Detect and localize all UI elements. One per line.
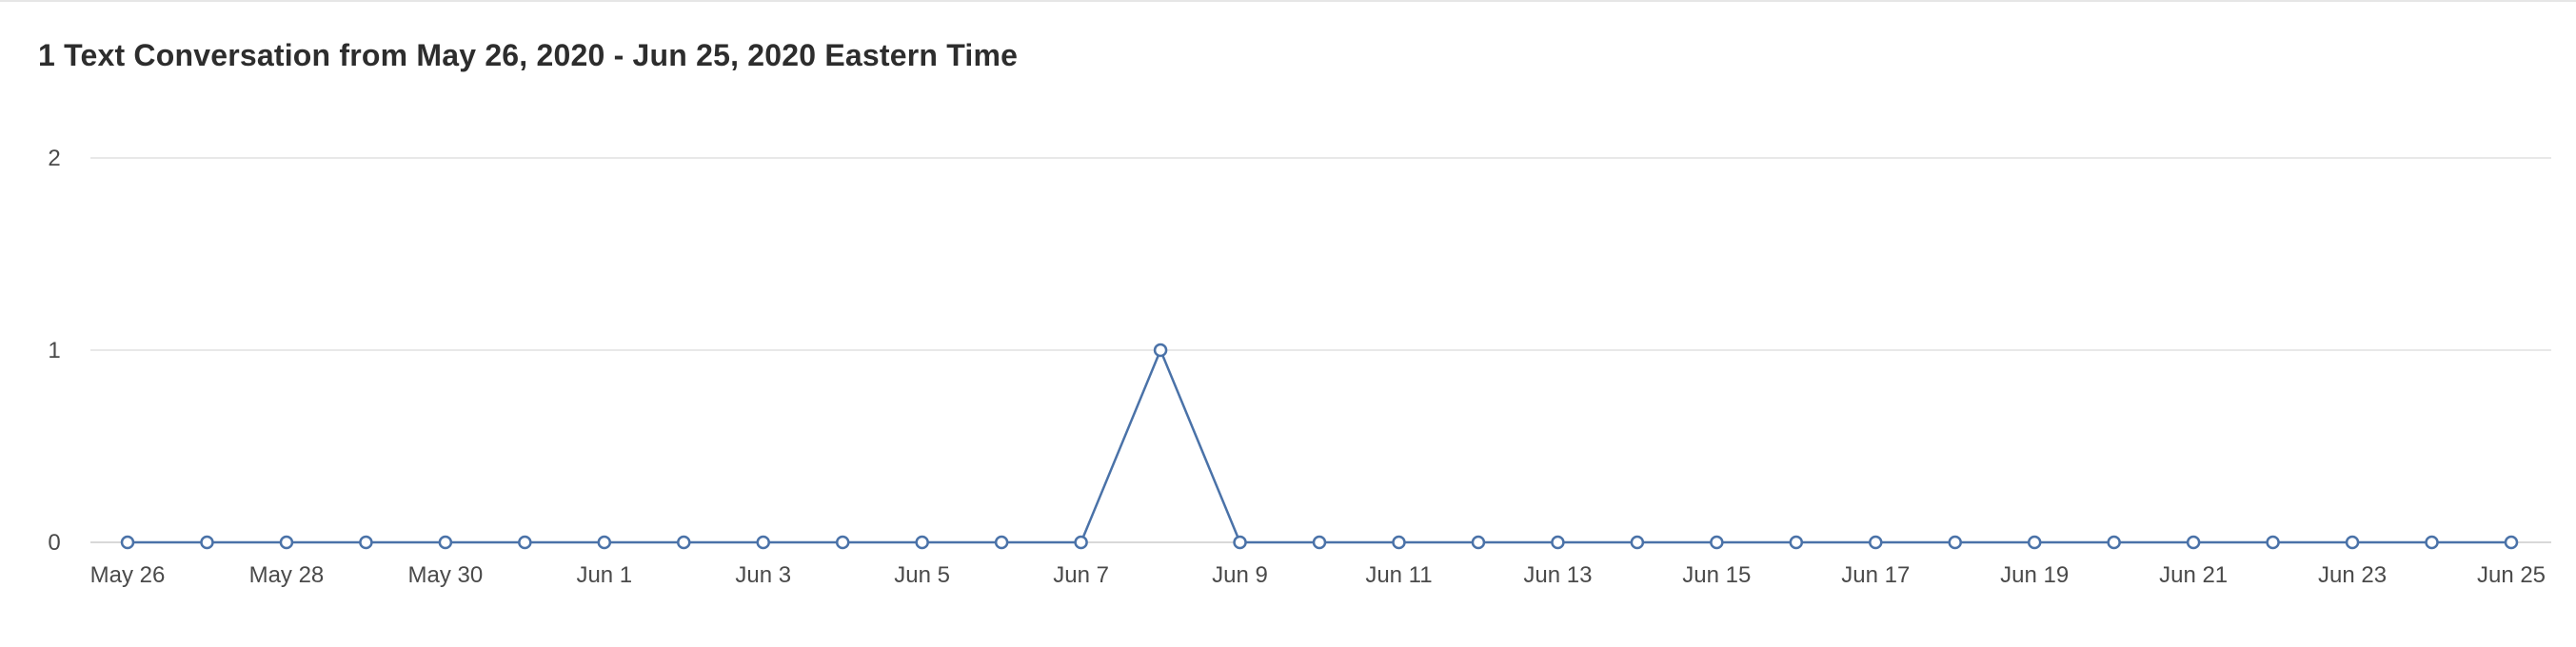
data-point xyxy=(1312,535,1327,550)
data-point xyxy=(2425,535,2439,550)
grid-lines xyxy=(90,157,2551,543)
data-point xyxy=(1710,535,1724,550)
data-point xyxy=(120,535,135,550)
x-tick-label: Jun 1 xyxy=(576,562,632,588)
x-tick-label: May 26 xyxy=(90,562,166,588)
data-point xyxy=(1074,535,1088,550)
y-tick-label: 1 xyxy=(48,338,60,363)
data-point xyxy=(756,535,770,550)
x-tick-label: Jun 21 xyxy=(2159,562,2228,588)
x-axis-ticks: May 26 May 28 May 30 Jun 1 Jun 3 Jun 5 Jun 7 Ju… xyxy=(90,562,2546,588)
series-line xyxy=(128,348,2511,544)
data-point xyxy=(1789,535,1804,550)
y-tick-label: 2 xyxy=(48,146,60,171)
x-tick-label: Jun 13 xyxy=(1523,562,1592,588)
data-point xyxy=(2107,535,2121,550)
chart-title: 1 Text Conversation from May 26, 2020 - … xyxy=(38,38,1019,72)
data-point xyxy=(1392,535,1406,550)
data-point xyxy=(597,535,612,550)
x-tick-label: Jun 7 xyxy=(1053,562,1109,588)
data-point xyxy=(1948,535,1962,550)
series xyxy=(120,343,2519,550)
y-axis-ticks: 0 1 2 xyxy=(48,146,60,556)
data-point xyxy=(1551,535,1565,550)
data-point xyxy=(1233,535,1247,550)
x-tick-label: Jun 5 xyxy=(894,562,950,588)
x-tick-label: Jun 17 xyxy=(1841,562,1910,588)
data-point xyxy=(677,535,691,550)
data-point xyxy=(279,535,294,550)
x-tick-label: Jun 3 xyxy=(735,562,791,588)
data-point xyxy=(200,535,214,550)
data-point xyxy=(2027,535,2042,550)
data-point xyxy=(915,535,929,550)
x-tick-label: Jun 23 xyxy=(2318,562,2387,588)
top-divider xyxy=(0,0,2576,2)
data-point xyxy=(2345,535,2360,550)
data-point xyxy=(359,535,373,550)
y-tick-label: 0 xyxy=(48,530,60,556)
data-point xyxy=(438,535,453,550)
x-tick-label: Jun 19 xyxy=(2000,562,2069,588)
data-point xyxy=(1869,535,1883,550)
data-point xyxy=(1471,535,1486,550)
x-tick-label: May 28 xyxy=(249,562,325,588)
x-tick-label: Jun 15 xyxy=(1682,562,1751,588)
data-point xyxy=(835,535,850,550)
data-point xyxy=(1153,343,1168,358)
data-point xyxy=(2266,535,2280,550)
data-point xyxy=(1630,535,1645,550)
data-point xyxy=(2186,535,2201,550)
data-point xyxy=(518,535,532,550)
data-point xyxy=(994,535,1009,550)
x-tick-label: Jun 11 xyxy=(1365,562,1432,588)
data-point xyxy=(2504,535,2519,550)
x-tick-label: May 30 xyxy=(408,562,484,588)
x-tick-label: Jun 9 xyxy=(1212,562,1268,588)
x-tick-label: Jun 25 xyxy=(2477,562,2546,588)
